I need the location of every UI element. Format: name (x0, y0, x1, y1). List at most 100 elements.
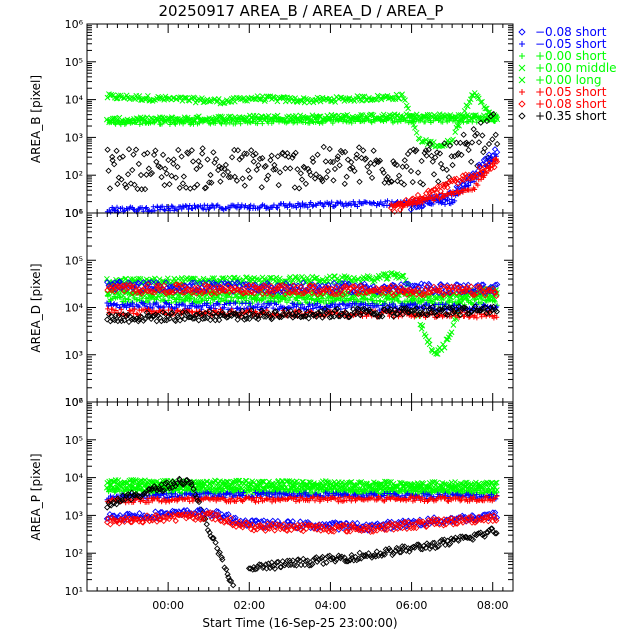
data-point (189, 158, 197, 165)
data-point (304, 96, 311, 103)
data-point (409, 178, 416, 186)
data-point (157, 95, 164, 102)
data-point (316, 113, 323, 120)
data-point (489, 136, 496, 143)
data-point (175, 146, 182, 154)
data-point (141, 117, 147, 123)
data-point (137, 121, 143, 127)
data-point (184, 117, 190, 123)
data-point (274, 153, 281, 160)
data-point (467, 96, 474, 103)
data-point (366, 94, 372, 101)
y-tick-label: 10⁶ (65, 396, 84, 409)
data-point (239, 175, 246, 182)
panel-area-b: AREA_B [pixel] 10¹ 10² 10³ 10⁴ 10⁵ 10⁶ (29, 18, 514, 220)
data-point (114, 302, 120, 308)
data-point (323, 174, 330, 181)
data-point (460, 131, 467, 138)
y-tick-label: 10⁵ (65, 56, 83, 69)
data-point (188, 147, 195, 154)
data-point (317, 98, 324, 105)
data-point (346, 95, 353, 101)
data-point (113, 95, 120, 102)
data-point (296, 185, 303, 192)
data-point (125, 146, 133, 153)
data-point (358, 112, 364, 118)
data-point (448, 329, 455, 336)
data-point (426, 341, 433, 348)
data-point (470, 126, 477, 133)
y-axis-label-area-d: AREA_D [pixel] (29, 263, 43, 352)
data-point (199, 116, 205, 122)
data-point (246, 174, 253, 181)
data-point (178, 94, 184, 101)
chart-title: 20250917 AREA_B / AREA_D / AREA_P (159, 2, 444, 21)
data-point (150, 96, 157, 103)
data-point (255, 96, 262, 102)
data-point (385, 95, 392, 102)
data-point (180, 121, 186, 127)
data-point (464, 103, 471, 110)
data-point (178, 153, 185, 160)
data-point (192, 116, 198, 122)
y-tick-label: 10⁵ (65, 254, 83, 267)
data-point (207, 171, 214, 179)
data-point (267, 157, 274, 164)
data-point (176, 184, 183, 192)
data-point (104, 94, 111, 101)
data-point (359, 93, 366, 100)
data-point (407, 147, 414, 155)
data-point (220, 171, 227, 179)
data-point (193, 165, 200, 173)
data-point (355, 144, 363, 151)
marks-area-d (104, 270, 501, 357)
data-point (111, 115, 118, 122)
data-point (175, 117, 181, 123)
data-point (268, 152, 275, 159)
data-point (276, 169, 284, 176)
data-point (336, 162, 343, 169)
data-point (468, 158, 475, 165)
data-point (414, 169, 422, 176)
data-point (450, 136, 456, 143)
data-point (455, 111, 462, 118)
data-point (179, 180, 187, 187)
data-point (258, 184, 265, 191)
y-tick-label: 10⁴ (65, 302, 84, 315)
data-point (298, 176, 306, 183)
data-point (418, 157, 425, 165)
data-point (452, 129, 459, 135)
data-point (430, 171, 438, 178)
y-tick-label: 10³ (65, 349, 83, 362)
data-point (250, 158, 257, 165)
data-point (322, 158, 329, 165)
data-point (104, 316, 111, 323)
data-point (324, 168, 331, 175)
data-point (477, 99, 484, 106)
data-point (330, 177, 337, 184)
data-point (407, 206, 415, 213)
data-point (199, 145, 206, 152)
data-point (228, 154, 236, 161)
marks-area-b (103, 90, 501, 215)
y-tick-label: 10⁶ (65, 207, 84, 220)
data-point (261, 98, 268, 104)
data-point (161, 118, 167, 124)
data-point (405, 105, 411, 112)
data-point (326, 145, 333, 153)
series-area-b--0-00-short (105, 114, 500, 128)
data-point (399, 91, 405, 98)
data-point (370, 147, 377, 154)
data-point (137, 171, 145, 179)
data-point (297, 170, 304, 177)
data-point (121, 117, 127, 123)
y-tick-label: 10¹ (65, 207, 83, 220)
data-point (163, 118, 169, 124)
data-point (165, 156, 172, 164)
data-point (294, 166, 301, 173)
data-point (104, 146, 111, 153)
data-point (449, 161, 456, 169)
data-point (493, 149, 501, 156)
